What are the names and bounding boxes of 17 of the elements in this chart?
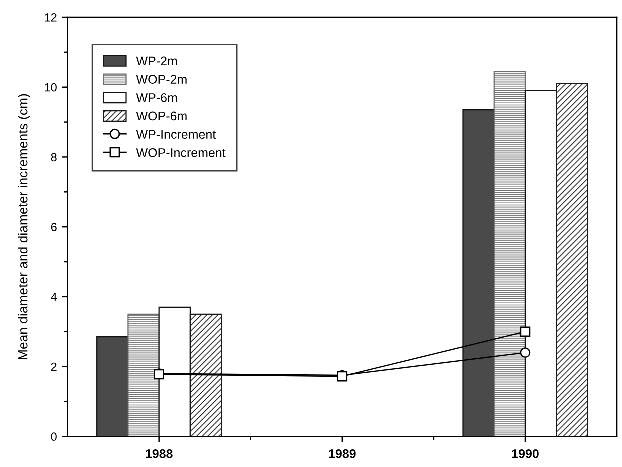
y-tick-label: 4 bbox=[51, 293, 58, 302]
x-tick-label: 1990 bbox=[512, 449, 539, 458]
y-tick-label: 8 bbox=[51, 153, 57, 162]
y-tick-label: 12 bbox=[45, 14, 57, 22]
legend-label: WP-2m bbox=[136, 56, 178, 66]
y-axis-title: Mean diameter and diameter increments (cm) bbox=[18, 94, 30, 360]
y-tick-label: 0 bbox=[51, 432, 57, 442]
y-tick-label: 6 bbox=[51, 223, 57, 232]
x-tick-label: 1988 bbox=[146, 449, 173, 458]
legend-label: WOP-2m bbox=[136, 75, 187, 84]
legend-label: WP-6m bbox=[136, 93, 178, 102]
legend-label: WOP-Increment bbox=[136, 148, 226, 158]
legend-label: WOP-6m bbox=[136, 112, 187, 121]
y-tick-label: 2 bbox=[51, 362, 57, 372]
x-tick-label: 1989 bbox=[329, 449, 356, 458]
legend-label: WP-Increment bbox=[136, 130, 216, 140]
y-tick-label: 10 bbox=[45, 83, 57, 92]
